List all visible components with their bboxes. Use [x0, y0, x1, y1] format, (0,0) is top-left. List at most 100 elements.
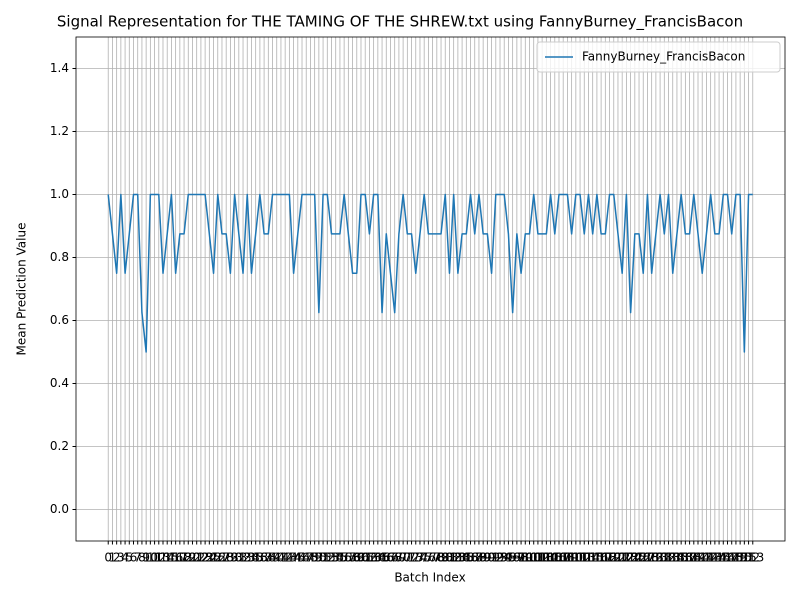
x-tick-label: 121: [607, 551, 630, 565]
x-tick-label: 0: [104, 551, 112, 565]
x-tick-label: 86: [463, 551, 478, 565]
x-tick-label: 122: [611, 551, 634, 565]
x-tick-label: 32: [235, 551, 250, 565]
data-line: [107, 193, 753, 353]
x-tick-label: 40: [269, 551, 284, 565]
x-tick-label: 13: [155, 551, 170, 565]
x-tick-label: 39: [265, 551, 280, 565]
x-tick-label: 59: [349, 551, 364, 565]
y-tick-label: 0.0: [50, 502, 69, 516]
x-tick-label: 124: [619, 551, 642, 565]
x-tick-label: 152: [737, 551, 760, 565]
x-tick-label: 87: [467, 551, 482, 565]
x-tick-label: 106: [543, 551, 566, 565]
y-tick-label: 0.2: [50, 439, 69, 453]
x-tick-label: 47: [299, 551, 314, 565]
x-tick-label: 57: [341, 551, 356, 565]
x-tick-label: 52: [320, 551, 335, 565]
x-tick-label: 139: [682, 551, 705, 565]
x-tick-label: 147: [716, 551, 739, 565]
x-tick-label: 91: [484, 551, 499, 565]
x-tick-label: 46: [294, 551, 309, 565]
x-tick-label: 99: [518, 551, 533, 565]
x-tick-label: 35: [248, 551, 263, 565]
x-tick-label: 18: [176, 551, 191, 565]
x-tick-label: 50: [311, 551, 326, 565]
x-tick-label: 33: [240, 551, 255, 565]
x-tick-label: 75: [417, 551, 432, 565]
x-tick-label: 44: [286, 551, 301, 565]
y-tick-label: 0.8: [50, 250, 69, 264]
x-tick-label: 131: [649, 551, 672, 565]
x-tick-label: 138: [678, 551, 701, 565]
legend-label: FannyBurney_FrancisBacon: [582, 50, 745, 64]
x-tick-label: 102: [526, 551, 549, 565]
plot: [107, 193, 753, 353]
x-tick-label: 74: [412, 551, 427, 565]
x-tick-label: 97: [509, 551, 524, 565]
x-tick-label: 11: [147, 551, 162, 565]
x-tick-label: 127: [632, 551, 655, 565]
x-tick-label: 148: [720, 551, 743, 565]
x-tick-label: 113: [573, 551, 596, 565]
x-tick-label: 19: [181, 551, 196, 565]
x-tick-label: 17: [172, 551, 187, 565]
x-tick-label: 3: [117, 551, 125, 565]
x-tick-label: 103: [531, 551, 554, 565]
x-tick-label: 31: [231, 551, 246, 565]
x-tick-label: 85: [459, 551, 474, 565]
x-tick-label: 28: [219, 551, 234, 565]
x-tick-label: 71: [400, 551, 415, 565]
x-tick-label: 20: [185, 551, 200, 565]
x-tick-label: 120: [602, 551, 625, 565]
x-tick-label: 137: [674, 551, 697, 565]
x-tick-label: 119: [598, 551, 621, 565]
y-tick-label: 0.6: [50, 313, 69, 327]
x-tick-label: 144: [703, 551, 726, 565]
x-tick-label: 111: [564, 551, 587, 565]
x-tick-label: 7: [134, 551, 142, 565]
x-tick-label: 8: [138, 551, 146, 565]
x-tick-label: 88: [471, 551, 486, 565]
x-tick-label: 116: [585, 551, 608, 565]
x-tick-label: 94: [497, 551, 512, 565]
x-tick-label: 69: [391, 551, 406, 565]
x-tick-label: 78: [429, 551, 444, 565]
x-tick-label: 90: [480, 551, 495, 565]
x-tick-label: 112: [569, 551, 592, 565]
x-tick-label: 125: [623, 551, 646, 565]
x-tick-label: 109: [556, 551, 579, 565]
x-tick-label: 105: [539, 551, 562, 565]
x-tick-label: 21: [189, 551, 204, 565]
x-tick-label: 15: [164, 551, 179, 565]
x-tick-label: 16: [168, 551, 183, 565]
legend: FannyBurney_FrancisBacon: [536, 41, 781, 73]
x-tick-label: 123: [615, 551, 638, 565]
x-tick-label: 133: [657, 551, 680, 565]
x-tick-label: 65: [374, 551, 389, 565]
x-tick-label: 115: [581, 551, 604, 565]
x-tick-label: 130: [644, 551, 667, 565]
x-tick-label: 146: [712, 551, 735, 565]
y-tick-label: 1.4: [50, 61, 69, 75]
x-tick-label: 24: [202, 551, 217, 565]
x-tick-label: 23: [197, 551, 212, 565]
x-tick-label: 101: [522, 551, 545, 565]
x-tick-label: 64: [370, 551, 385, 565]
x-tick-label: 80: [438, 551, 453, 565]
x-tick-label: 38: [261, 551, 276, 565]
x-tick-label: 110: [560, 551, 583, 565]
y-tick-label: 1.2: [50, 124, 69, 138]
x-tick-label: 41: [273, 551, 288, 565]
x-tick-label: 135: [665, 551, 688, 565]
x-tick-label: 73: [408, 551, 423, 565]
x-tick-label: 30: [227, 551, 242, 565]
x-tick-label: 10: [143, 551, 158, 565]
x-tick-label: 108: [552, 551, 575, 565]
x-tick-label: 77: [425, 551, 440, 565]
x-tick-label: 14: [160, 551, 175, 565]
axes-frame: [75, 36, 786, 542]
x-tick-label: 9: [142, 551, 150, 565]
x-tick-label: 27: [214, 551, 229, 565]
